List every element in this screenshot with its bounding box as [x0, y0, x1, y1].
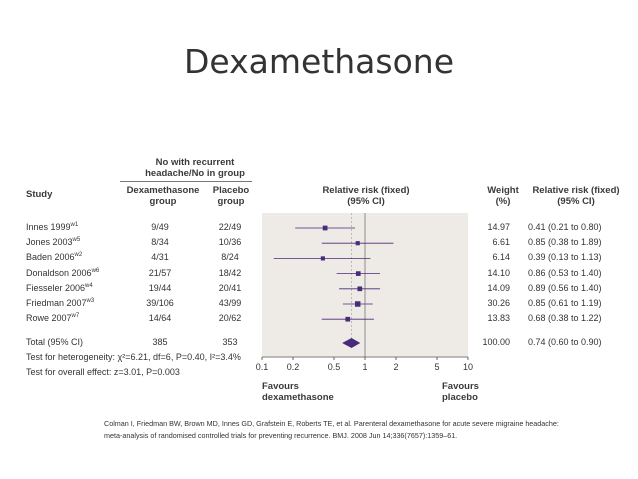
study-ref: w5: [72, 237, 81, 244]
col-dex-header: Dexamethasone group: [126, 185, 200, 207]
study-dex: 8/34: [151, 237, 169, 248]
study-weight: 14.97: [487, 222, 510, 232]
col-placebo-header: Placebo group: [212, 185, 250, 207]
study-placebo: 20/62: [218, 313, 242, 324]
x-tick-label: 10: [463, 362, 473, 372]
heterogeneity-test: Test for heterogeneity: χ²=6.21, df=6, P…: [26, 352, 241, 362]
x-tick-label: 5: [434, 362, 439, 372]
effect-marker: [357, 286, 363, 292]
study-dex: 19/44: [148, 282, 172, 293]
study-placebo: 22/49: [218, 222, 242, 232]
col-weight-header: Weight (%): [487, 185, 519, 207]
total-label: Total (95% CI): [26, 337, 84, 347]
citation: Colman I, Friedman BW, Brown MD, Innes G…: [104, 419, 559, 440]
study-rr-text: 0.41 (0.21 to 0.80): [528, 222, 602, 232]
effect-marker: [355, 271, 361, 276]
study-ref: w3: [86, 298, 95, 304]
study-weight: 6.61: [492, 237, 510, 248]
study-rr-text: 0.86 (0.53 to 1.40): [528, 267, 602, 278]
x-tick-label: 0.1: [256, 362, 269, 372]
study-name: Jones 2003w5: [26, 237, 81, 248]
study-name: Baden 2006w2: [26, 252, 83, 263]
study-ref: w7: [71, 313, 80, 320]
study-rr-text: 0.85 (0.61 to 1.19): [528, 298, 602, 308]
study-dex: 9/49: [151, 222, 169, 232]
total-rr-text: 0.74 (0.60 to 0.90): [528, 337, 602, 347]
study-name: Friedman 2007w3: [26, 298, 95, 308]
study-weight: 14.10: [487, 267, 510, 278]
study-placebo: 20/41: [218, 282, 242, 293]
total-dex: 385: [152, 337, 168, 347]
overall-effect-test: Test for overall effect: z=3.01, P=0.003: [26, 367, 180, 377]
study-weight: 30.26: [487, 298, 510, 308]
study-name: Rowe 2007w7: [26, 313, 80, 324]
x-tick-label: 1: [362, 362, 367, 372]
effect-marker: [355, 241, 360, 246]
study-ref: w1: [70, 222, 79, 228]
study-weight: 6.14: [492, 252, 510, 263]
study-name: Fiesseler 2006w4: [26, 282, 93, 293]
col-study-header: Study: [26, 189, 53, 200]
study-dex: 39/106: [146, 298, 174, 308]
favours-left-label: Favours dexamethasone: [262, 381, 334, 403]
x-tick-label: 2: [393, 362, 398, 372]
study-placebo: 8/24: [221, 252, 239, 263]
study-rr-text: 0.89 (0.56 to 1.40): [528, 282, 602, 293]
x-tick-label: 0.2: [287, 362, 300, 372]
x-tick-label: 0.5: [328, 362, 341, 372]
study-rr-text: 0.85 (0.38 to 1.89): [528, 237, 602, 248]
effect-marker: [322, 225, 328, 231]
favours-right-label: Favours placebo: [442, 381, 479, 403]
study-ref: w4: [85, 282, 93, 289]
header-group-rule: [120, 181, 252, 182]
study-weight: 14.09: [487, 282, 510, 293]
study-placebo: 43/99: [218, 298, 242, 308]
effect-marker: [345, 316, 351, 322]
study-dex: 14/64: [148, 313, 172, 324]
study-ref: w6: [91, 267, 100, 274]
col-rr-ci-header: Relative risk (fixed) (95% CI): [532, 185, 620, 207]
study-dex: 21/57: [148, 267, 172, 278]
study-ref: w2: [74, 252, 83, 259]
study-rr-text: 0.39 (0.13 to 1.13): [528, 252, 602, 263]
effect-marker: [320, 256, 325, 261]
effect-marker: [354, 301, 361, 307]
slide-title: Dexamethasone: [183, 42, 454, 81]
study-name: Donaldson 2006w6: [26, 267, 100, 278]
study-placebo: 18/42: [218, 267, 242, 278]
study-weight: 13.83: [487, 313, 510, 324]
header-group-label: No with recurrent headache/No in group: [145, 157, 245, 179]
study-name: Innes 1999w1: [26, 222, 79, 232]
study-dex: 4/31: [151, 252, 169, 263]
study-placebo: 10/36: [218, 237, 242, 248]
col-rr-header: Relative risk (fixed) (95% CI): [322, 185, 410, 207]
total-placebo: 353: [222, 337, 238, 347]
study-rr-text: 0.68 (0.38 to 1.22): [528, 313, 602, 324]
pooled-diamond: [342, 338, 361, 348]
total-weight: 100.00: [482, 337, 510, 347]
